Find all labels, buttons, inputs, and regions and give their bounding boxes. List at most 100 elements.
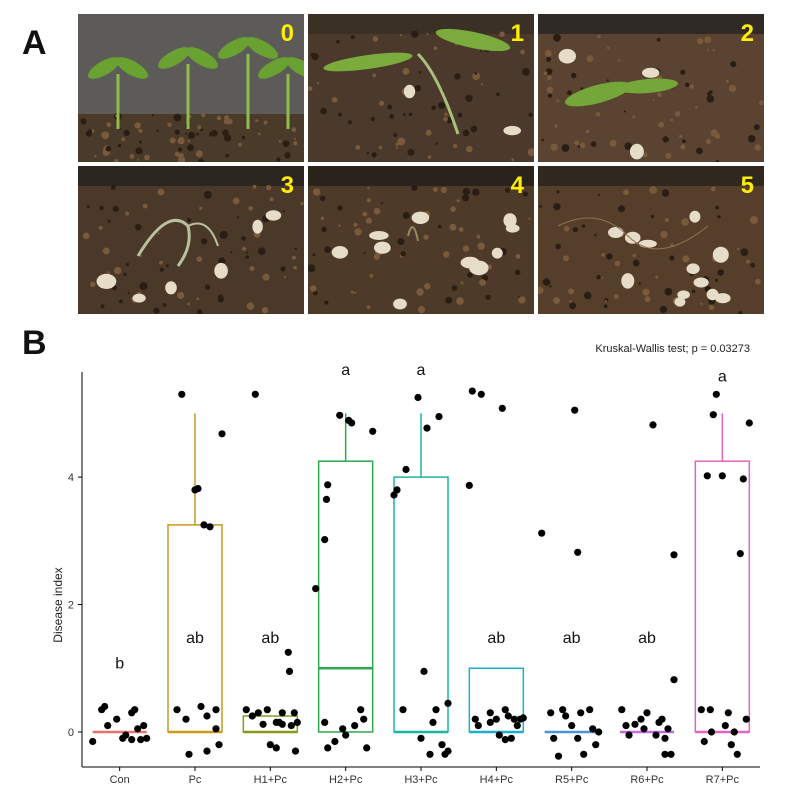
data-point bbox=[618, 706, 626, 714]
photo-score-1: 1 bbox=[308, 14, 534, 162]
data-point bbox=[420, 667, 428, 675]
box-R7+Pc bbox=[694, 460, 751, 733]
data-point bbox=[703, 472, 711, 480]
data-point bbox=[444, 699, 452, 707]
disease-score-label: 5 bbox=[740, 172, 754, 199]
data-point bbox=[670, 676, 678, 684]
data-point bbox=[504, 712, 512, 720]
data-point bbox=[143, 734, 151, 742]
data-point bbox=[733, 750, 741, 758]
data-point bbox=[727, 741, 735, 749]
data-point bbox=[212, 706, 220, 714]
data-point bbox=[739, 475, 747, 483]
data-point bbox=[342, 731, 350, 739]
data-point bbox=[465, 481, 473, 489]
data-point bbox=[369, 427, 377, 435]
data-point bbox=[652, 731, 660, 739]
data-point bbox=[218, 430, 226, 438]
disease-score-label: 1 bbox=[510, 20, 524, 47]
data-point bbox=[444, 747, 452, 755]
data-point bbox=[706, 706, 714, 714]
data-point bbox=[336, 411, 344, 419]
data-point bbox=[414, 393, 422, 402]
data-point bbox=[547, 709, 555, 717]
data-point bbox=[324, 744, 332, 752]
data-point bbox=[718, 472, 726, 480]
disease-score-label: 3 bbox=[280, 172, 294, 199]
data-point bbox=[513, 722, 521, 730]
x-tick-label: H4+Pc bbox=[480, 774, 514, 786]
data-point bbox=[707, 728, 716, 736]
data-point bbox=[492, 715, 500, 723]
disease-score-label: 4 bbox=[510, 172, 524, 199]
plot-area: 0 2 4 b Con ab Pc ab H1+Pc a H2+Pc a H3+Pc ab H4+Pc ab R… bbox=[68, 362, 760, 786]
data-point bbox=[393, 486, 401, 494]
data-point bbox=[101, 702, 109, 711]
kruskal-wallis-annotation: Kruskal-Wallis test; p = 0.03273 bbox=[595, 343, 750, 355]
data-point bbox=[399, 706, 407, 714]
disease-score-photo-grid: 0 1 2 3 4 5 bbox=[78, 14, 764, 314]
data-point bbox=[89, 737, 97, 746]
significance-letter: ab bbox=[563, 630, 581, 647]
x-tick-label: R7+Pc bbox=[706, 774, 740, 786]
data-point bbox=[595, 728, 603, 736]
data-point bbox=[562, 712, 570, 720]
data-point bbox=[215, 741, 223, 749]
data-point bbox=[697, 706, 705, 714]
y-tick-label: 2 bbox=[68, 600, 74, 612]
data-point bbox=[137, 736, 145, 744]
data-point bbox=[266, 741, 274, 749]
data-point bbox=[242, 706, 250, 714]
data-point bbox=[649, 421, 657, 429]
data-point bbox=[589, 725, 597, 733]
significance-letter: a bbox=[341, 362, 350, 379]
significance-letter: ab bbox=[487, 630, 505, 647]
data-point bbox=[670, 551, 678, 559]
data-point bbox=[119, 734, 127, 742]
data-point bbox=[559, 706, 567, 714]
data-point bbox=[586, 706, 594, 714]
data-point bbox=[538, 529, 546, 537]
y-tick-label: 4 bbox=[68, 472, 74, 484]
data-point bbox=[622, 722, 630, 730]
data-point bbox=[501, 736, 509, 744]
y-tick-label: 0 bbox=[68, 727, 74, 739]
data-point bbox=[471, 715, 479, 723]
significance-letter: a bbox=[718, 369, 727, 386]
data-point bbox=[474, 722, 482, 730]
data-point bbox=[293, 718, 301, 726]
data-point bbox=[510, 715, 518, 723]
photo-score-0: 0 bbox=[78, 14, 304, 162]
data-point bbox=[574, 548, 582, 556]
x-tick-label: Con bbox=[110, 774, 130, 786]
data-point bbox=[655, 718, 663, 726]
data-point bbox=[432, 706, 440, 714]
panel-label-a: A bbox=[22, 24, 47, 62]
data-point bbox=[203, 712, 211, 720]
data-point bbox=[577, 709, 585, 717]
data-point bbox=[643, 709, 651, 717]
significance-letter: a bbox=[417, 362, 426, 379]
box-Pc bbox=[167, 524, 223, 733]
data-point bbox=[736, 550, 744, 558]
x-tick-label: R5+Pc bbox=[555, 774, 589, 786]
data-point bbox=[661, 750, 669, 758]
data-point bbox=[417, 734, 425, 742]
data-point bbox=[700, 737, 708, 746]
data-point bbox=[248, 712, 256, 720]
significance-letter: ab bbox=[638, 630, 656, 647]
photo-score-3: 3 bbox=[78, 166, 304, 314]
x-tick-label: H2+Pc bbox=[329, 774, 363, 786]
data-point bbox=[351, 722, 359, 730]
data-point bbox=[331, 737, 339, 746]
data-point bbox=[724, 709, 732, 717]
significance-letter: b bbox=[115, 655, 124, 672]
data-point bbox=[131, 706, 139, 714]
data-point bbox=[468, 387, 476, 395]
data-point bbox=[402, 465, 410, 474]
data-point bbox=[519, 714, 527, 722]
data-point bbox=[501, 706, 509, 714]
box-H3+Pc bbox=[393, 476, 449, 733]
data-point bbox=[194, 485, 202, 493]
data-point bbox=[104, 722, 112, 730]
